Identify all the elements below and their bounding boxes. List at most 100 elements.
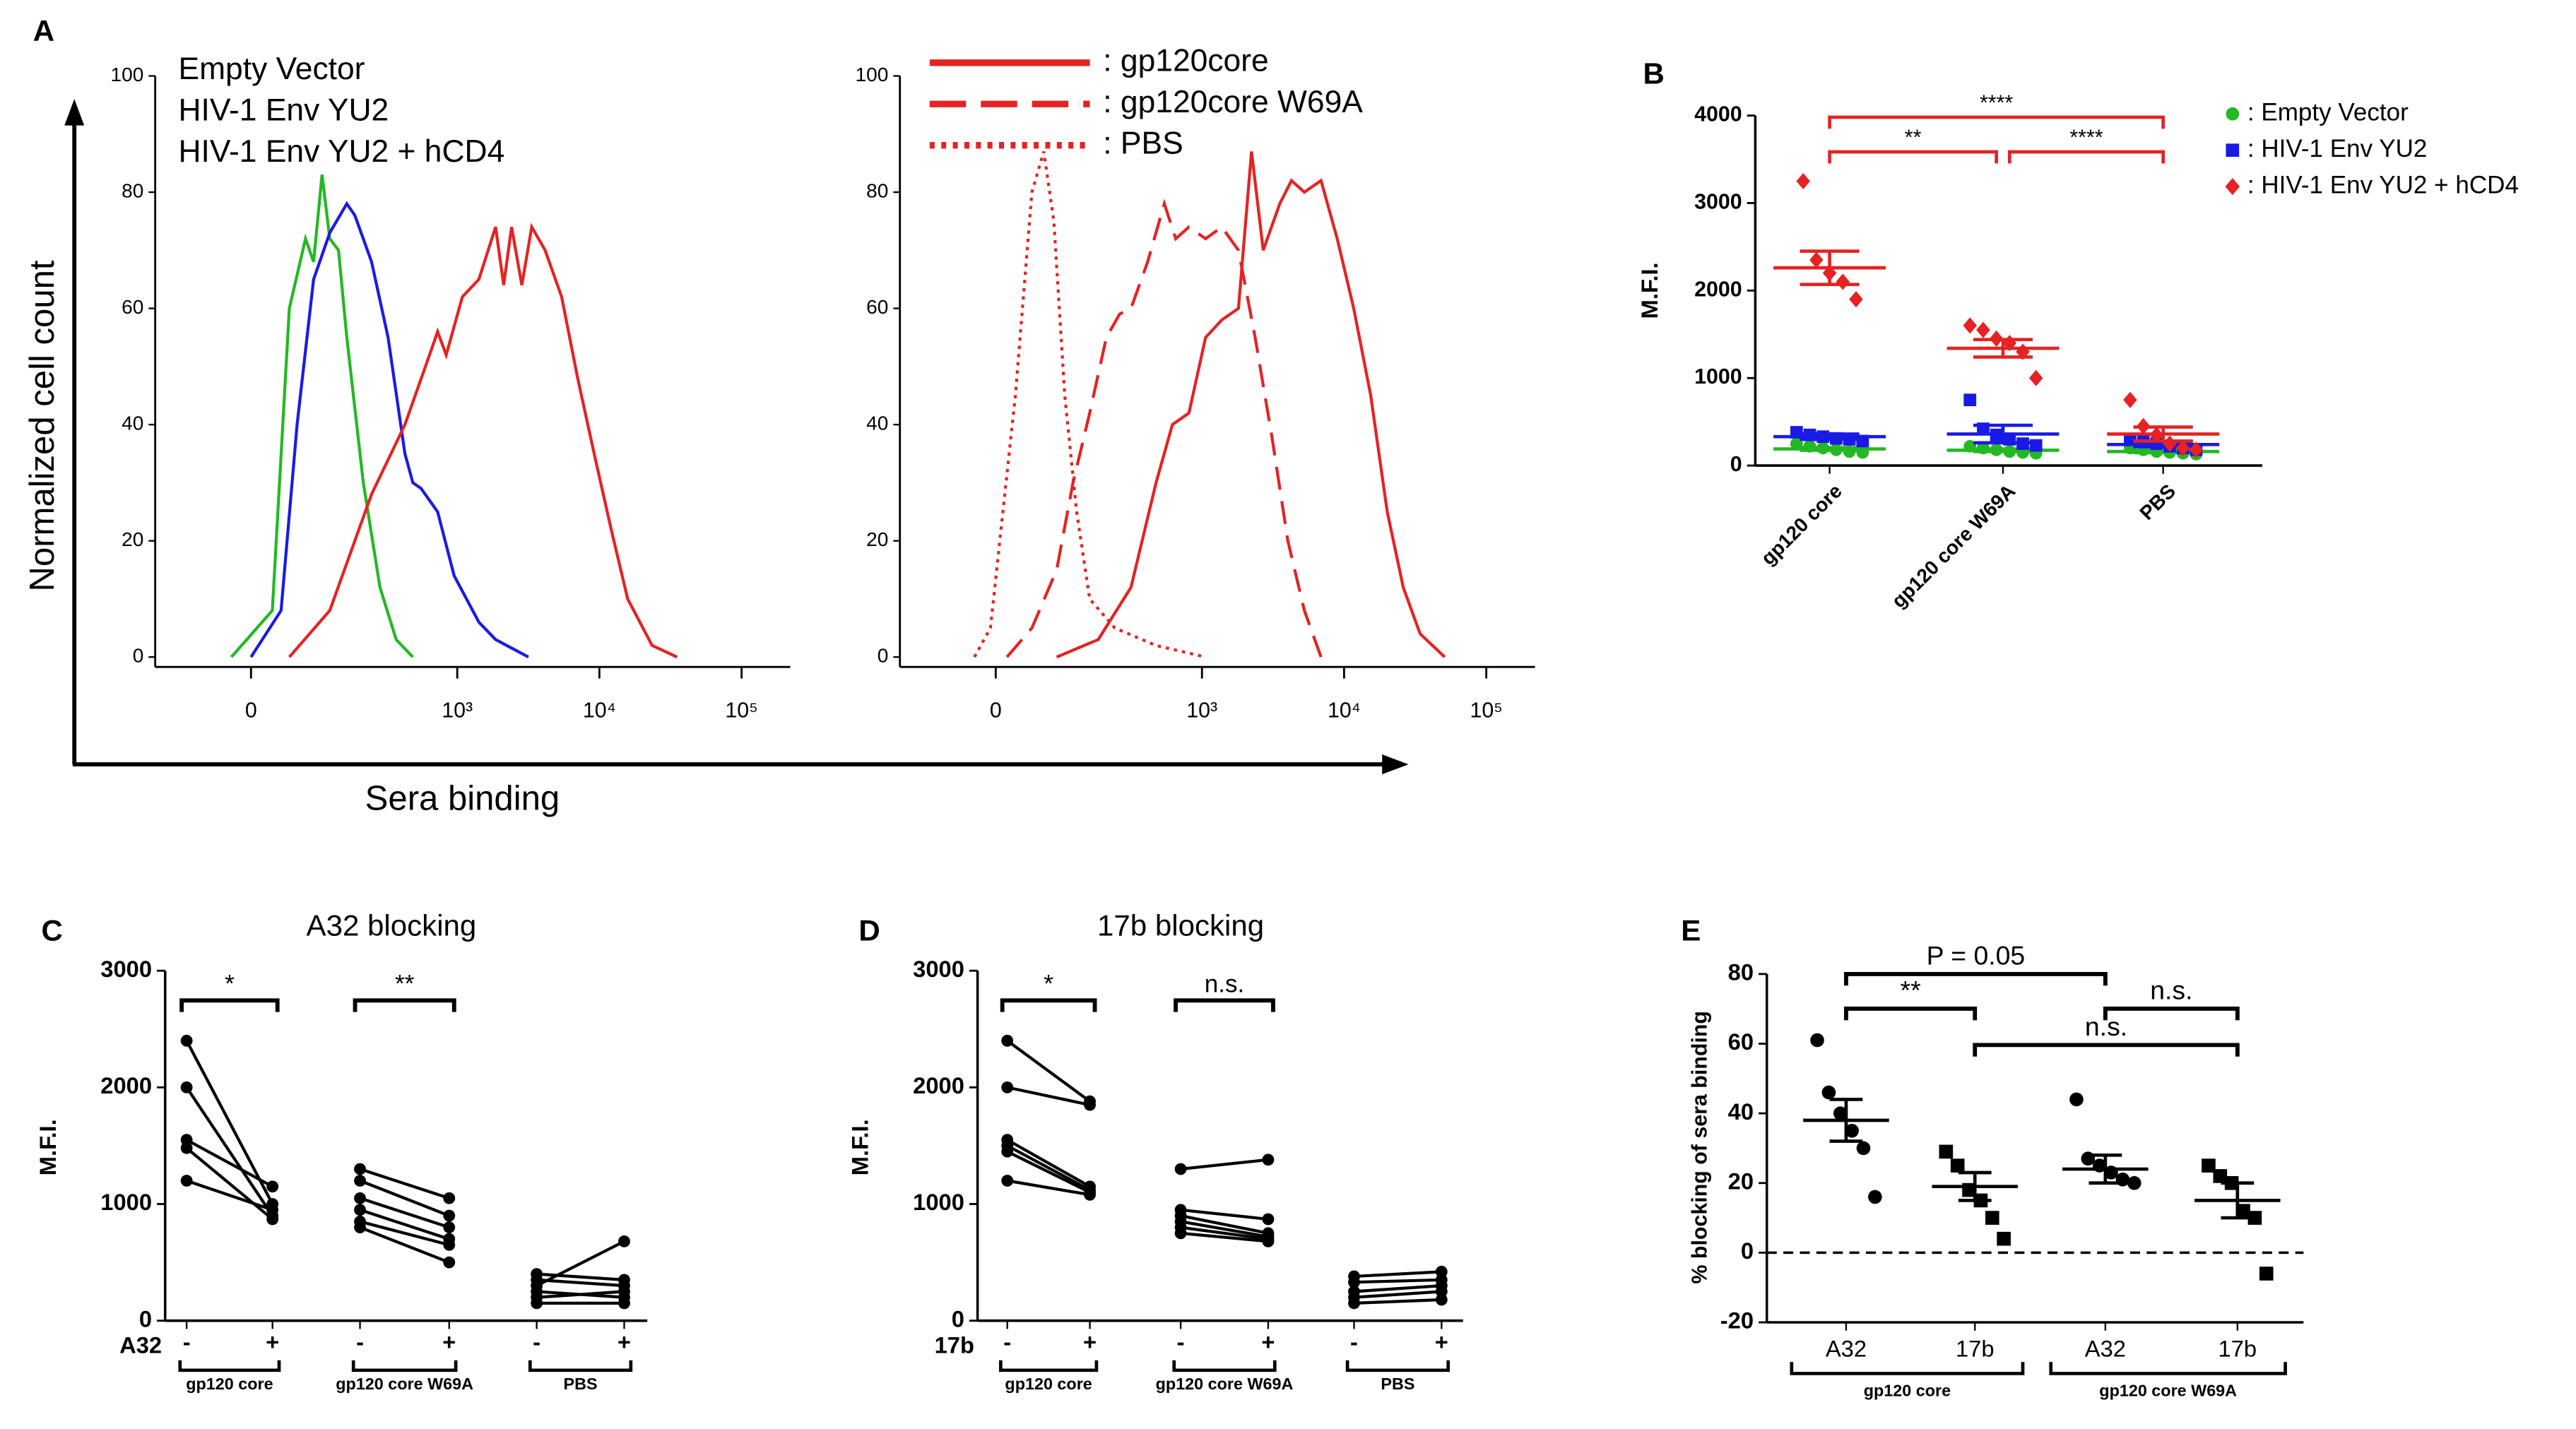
bracket <box>1844 1007 1978 1021</box>
histogram-line <box>1056 151 1446 659</box>
error-bar <box>1973 338 2033 359</box>
pair-line <box>1006 1039 1091 1103</box>
y-tick-label: 40 <box>866 413 888 434</box>
legend-label: : HIV-1 Env YU2 + hCD4 <box>2247 171 2519 198</box>
y-tick-label: -20 <box>1720 1308 1754 1334</box>
marker <box>1001 1081 1014 1093</box>
marker <box>1790 437 1803 450</box>
marker <box>354 1221 366 1233</box>
y-tick-label: 20 <box>1728 1168 1754 1194</box>
pair-line <box>1180 1231 1269 1243</box>
significance-label: **** <box>1980 90 2013 114</box>
y-axis-title: M.F.I. <box>1636 262 1662 319</box>
y-tick-label: 1000 <box>100 1189 152 1215</box>
pair-line <box>1180 1158 1269 1171</box>
marker <box>443 1192 456 1204</box>
marker <box>1435 1293 1448 1306</box>
pair-line <box>1006 1138 1091 1188</box>
marker <box>1833 1106 1848 1120</box>
x-tick-label: 10⁵ <box>1470 698 1502 722</box>
legend-label: : gp120core <box>1103 44 1268 78</box>
marker <box>2259 1267 2274 1281</box>
marker <box>1084 1098 1096 1111</box>
bracket <box>179 998 280 1012</box>
pair-line <box>1180 1226 1269 1241</box>
significance-label: ** <box>1901 975 1921 1004</box>
y-tick-label: 0 <box>139 1305 152 1332</box>
pair-line <box>186 1179 273 1211</box>
y-tick-label: 2000 <box>1694 277 1742 301</box>
marker <box>2247 1211 2262 1225</box>
marker <box>1845 1123 1859 1138</box>
bracket <box>353 998 456 1012</box>
group-label: gp120 core W69A <box>336 1375 473 1393</box>
histogram-line <box>288 223 678 659</box>
group-label: gp120 core W69A <box>2099 1381 2237 1399</box>
marker <box>266 1180 279 1193</box>
condition-label: - <box>183 1329 191 1355</box>
legend-label: Empty Vector <box>178 52 365 86</box>
y-tick-label: 20 <box>866 528 888 550</box>
pair-line <box>1354 1270 1442 1279</box>
group-bracket <box>351 1360 458 1372</box>
group-bracket <box>1345 1360 1451 1372</box>
marker <box>180 1175 193 1187</box>
legend-label: : HIV-1 Env YU2 <box>2247 135 2428 162</box>
marker <box>1950 1158 1965 1173</box>
marker <box>443 1238 456 1251</box>
pair-line <box>185 1086 274 1217</box>
marker <box>2202 1158 2216 1173</box>
pair-line <box>536 1290 625 1299</box>
marker <box>1001 1175 1014 1187</box>
marker <box>2124 433 2137 446</box>
legend-label: : gp120core W69A <box>1103 85 1363 119</box>
chart-title: 17b blocking <box>1097 909 1264 942</box>
significance-label: * <box>1044 971 1053 998</box>
x-tick-label: 10⁴ <box>1328 698 1361 722</box>
marker <box>1262 1213 1275 1226</box>
y-tick-label: 80 <box>866 179 888 201</box>
group-bracket <box>1172 1360 1277 1372</box>
marker <box>1435 1265 1448 1278</box>
significance-label: * <box>225 971 235 998</box>
y-axis-title: % blocking of sera binding <box>1687 1011 1711 1283</box>
significance-label: ** <box>395 971 415 998</box>
marker <box>1348 1276 1360 1288</box>
marker <box>1836 273 1850 290</box>
x-tick-label: 17b <box>2218 1335 2257 1361</box>
panel-label: A <box>33 14 54 47</box>
y-tick-label: 0 <box>878 645 889 667</box>
panel-label: E <box>1681 914 1701 947</box>
pair-line <box>1354 1298 1442 1305</box>
bracket <box>2007 150 2166 164</box>
y-tick-label: 60 <box>1728 1028 1754 1055</box>
histogram-line <box>249 201 529 659</box>
bracket <box>1844 971 2108 986</box>
legend-label: HIV-1 Env YU2 + hCD4 <box>178 134 504 169</box>
marker <box>354 1192 366 1204</box>
y-axis-title: M.F.I. <box>35 1119 61 1175</box>
y-axis-title: M.F.I. <box>847 1119 873 1175</box>
pair-line <box>1180 1214 1269 1235</box>
marker <box>2189 441 2204 458</box>
pair-line <box>1006 1144 1091 1192</box>
legend-label: HIV-1 Env YU2 <box>178 93 389 128</box>
bracket <box>1000 998 1097 1012</box>
marker <box>1001 1034 1014 1047</box>
bracket <box>1828 115 2166 129</box>
y-tick-label: 3000 <box>913 956 964 982</box>
marker <box>180 1142 193 1154</box>
condition-label: - <box>1177 1329 1185 1355</box>
group-label: gp120 core <box>1864 1381 1951 1399</box>
marker <box>2029 439 2043 452</box>
histogram-line <box>230 174 414 658</box>
marker <box>2175 439 2190 456</box>
pair-line <box>1180 1220 1269 1238</box>
marker <box>618 1297 630 1310</box>
pair-line <box>359 1167 450 1200</box>
marker <box>1084 1188 1096 1201</box>
marker <box>180 1134 193 1146</box>
marker <box>1001 1145 1014 1158</box>
